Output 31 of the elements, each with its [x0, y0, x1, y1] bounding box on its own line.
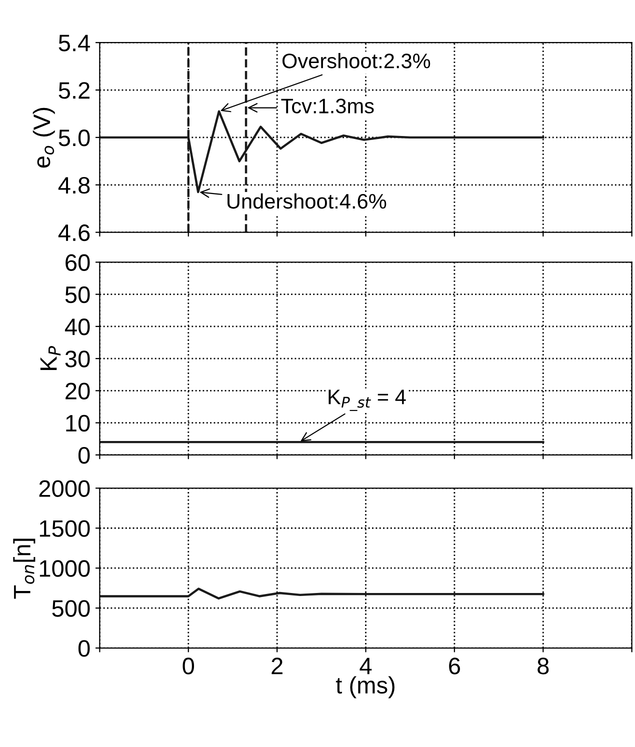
y-axis-title: e$_{o}$ (V)	[32, 108, 55, 168]
annotation: Overshoot:2.3%	[282, 53, 430, 68]
y-tick-label: 30	[65, 350, 90, 368]
x-tick-label: 4	[360, 658, 372, 674]
y-axis-title: T$_{on}$[n]	[13, 538, 36, 599]
x-tick-label: 2	[272, 658, 282, 674]
y-tick-label: 500	[52, 600, 90, 617]
x-tick-label: 0	[182, 658, 194, 674]
annotation: K$_{P_st}$ = 4	[328, 390, 406, 411]
y-tick-label: 2000	[39, 480, 90, 497]
x-axis-title: t (ms)	[336, 676, 394, 698]
x-tick-label: 8	[538, 658, 549, 674]
x-tick-label: 6	[449, 658, 460, 674]
y-tick-label: 4.8	[58, 176, 90, 194]
y-tick-label: 5.2	[58, 82, 90, 99]
y-tick-label: 1000	[40, 560, 90, 577]
annotation: Tcv:1.3ms	[281, 98, 374, 114]
y-tick-label: 1500	[40, 520, 90, 537]
y-axis-title: K$_{P}$	[40, 346, 61, 370]
annotation: Undershoot:4.6%	[228, 193, 386, 209]
y-tick-label: 0	[78, 446, 90, 464]
y-tick-label: 50	[65, 286, 90, 304]
y-tick-label: 20	[66, 382, 90, 400]
y-tick-label: 10	[66, 414, 90, 432]
y-tick-label: 0	[78, 640, 90, 657]
y-tick-label: 40	[64, 318, 90, 336]
y-tick-label: 60	[66, 254, 90, 271]
y-tick-label: 5.0	[58, 130, 90, 146]
line-series	[100, 588, 544, 600]
y-tick-label: 5.4	[58, 34, 90, 52]
y-tick-label: 4.6	[58, 224, 90, 242]
